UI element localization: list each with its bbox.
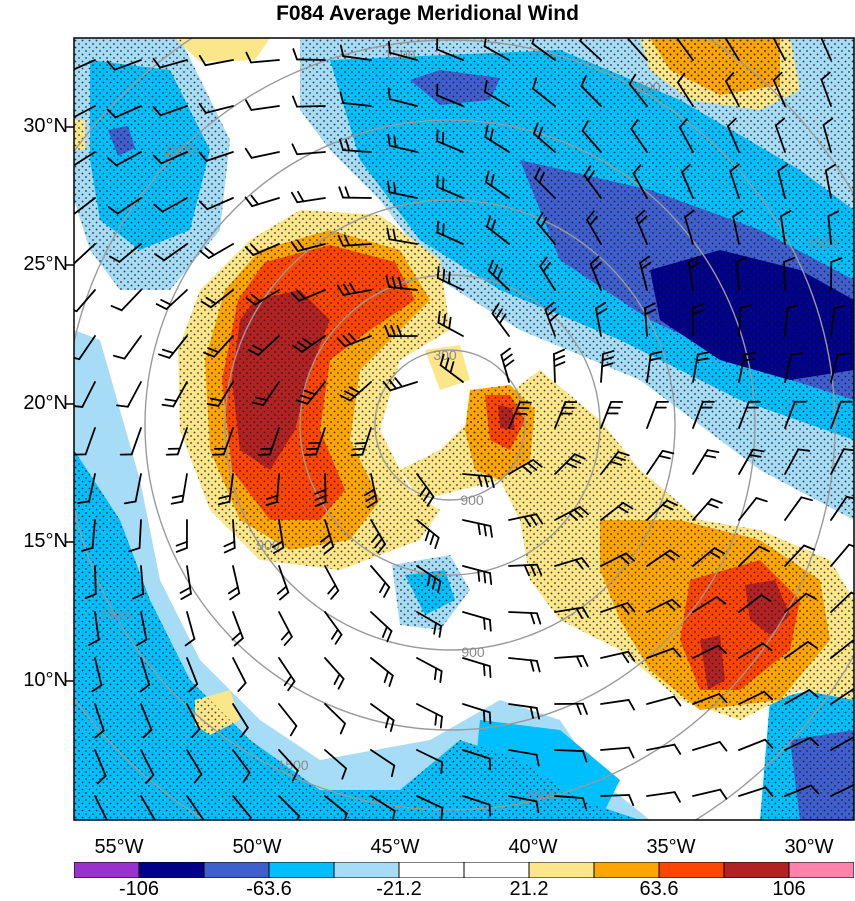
lat-label-10n: 10°N [4, 669, 68, 692]
lon-label-35w: 35°W [626, 836, 716, 859]
range-ring-label: 1500 [629, 79, 660, 95]
wind-barb [555, 750, 583, 751]
colorbar-swatch [399, 862, 464, 878]
wind-barb-feather [490, 666, 491, 677]
range-ring-label: 900 [460, 492, 484, 508]
lon-label-45w: 45°W [350, 836, 440, 859]
wind-barb-feather [484, 618, 485, 629]
wind-barb [297, 59, 325, 60]
wind-barb-feather [484, 572, 485, 583]
wind-barb-feather [63, 209, 72, 215]
wind-barb-feather [351, 455, 362, 456]
wind-barb-feather [435, 714, 436, 725]
wind-barb-feather [442, 808, 443, 819]
colorbar-label-5: 63.6 [614, 878, 704, 901]
lon-label-40w: 40°W [488, 836, 578, 859]
range-ring-label: 1500 [99, 607, 130, 623]
colorbar-swatch [789, 862, 854, 878]
colorbar-swatch [464, 862, 529, 878]
wind-barb-feather [100, 821, 108, 829]
wind-barb-feather [353, 449, 364, 450]
wind-barb [601, 795, 629, 796]
lat-label-20n: 20°N [4, 392, 68, 415]
colorbar-swatch [334, 862, 399, 878]
range-ring-label: 1500 [806, 235, 837, 251]
wind-barb-feather [820, 27, 828, 35]
lat-label-30n: 30°N [4, 115, 68, 138]
wind-barb [509, 612, 537, 613]
wind-barb-feather [62, 64, 70, 72]
wind-barb-feather [71, 406, 82, 407]
wind-barb [325, 474, 326, 502]
wind-barb-feather [63, 160, 72, 167]
colorbar-swatch [659, 862, 724, 878]
wind-barb-feather [438, 267, 439, 278]
colorbar [74, 862, 854, 878]
colorbar-swatch [269, 862, 334, 878]
colorbar-swatch [594, 862, 659, 878]
wind-barb-feather [389, 42, 390, 53]
wind-barb [554, 354, 555, 382]
wind-barb [784, 262, 785, 290]
lon-label-50w: 50°W [212, 836, 302, 859]
wind-barb [95, 566, 96, 594]
lon-label-30w: 30°W [764, 836, 854, 859]
lat-label-15n: 15°N [4, 530, 68, 553]
colorbar-swatch [724, 862, 789, 878]
wind-barb-feather [490, 805, 491, 816]
colorbar-label-1: -106 [94, 878, 184, 901]
colorbar-swatch [74, 862, 139, 878]
colorbar-label-6: 106 [744, 878, 834, 901]
colorbar-label-3: -21.2 [354, 878, 444, 901]
wind-barb-feather [490, 712, 491, 723]
wind-barb-feather [484, 664, 485, 675]
colorbar-swatch [529, 862, 594, 878]
wind-barb-feather [724, 27, 731, 36]
colorbar-swatch [204, 862, 269, 878]
wind-barb-feather [484, 711, 485, 722]
wind-barb-feather [478, 570, 479, 581]
wind-barb-feather [148, 820, 155, 829]
wind-barb-feather [443, 270, 444, 281]
wind-barb-feather [449, 272, 450, 283]
range-ring-label: 300 [433, 347, 457, 363]
wind-barb-feather [437, 222, 438, 233]
wind-barb-feather [490, 759, 491, 770]
wind-barb [297, 106, 325, 107]
wind-barb-feather [676, 28, 682, 37]
wind-barb-feather [355, 443, 366, 444]
range-ring-label: 900 [461, 644, 485, 660]
wind-barb-feather [772, 27, 779, 35]
wind-barb-feather [490, 573, 491, 584]
lat-label-25n: 25°N [4, 253, 68, 276]
colorbar-label-4: 21.2 [484, 878, 574, 901]
lon-label-55w: 55°W [74, 836, 164, 859]
wind-barb-feather [443, 224, 444, 235]
wind-barb-feather [844, 449, 855, 450]
colorbar-label-2: -63.6 [224, 878, 314, 901]
colorbar-swatch [139, 862, 204, 878]
wind-barb-feather [389, 88, 390, 99]
wind-barb-feather [441, 762, 442, 773]
wind-barb-feather [490, 620, 491, 631]
wind-barb-feather [441, 717, 442, 728]
